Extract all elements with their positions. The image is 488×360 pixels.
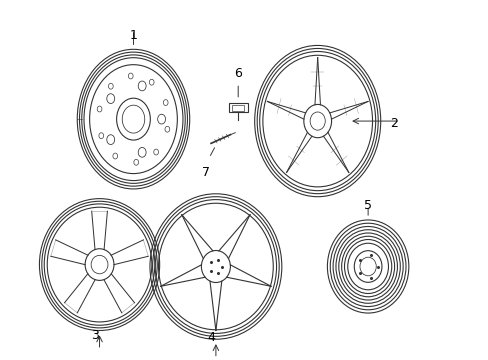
Text: 7: 7	[202, 166, 210, 179]
Text: 5: 5	[364, 199, 371, 212]
Text: 2: 2	[389, 117, 398, 130]
Bar	[232, 105, 244, 111]
Bar	[228, 103, 247, 112]
Text: 6: 6	[234, 67, 242, 80]
Text: 4: 4	[207, 331, 215, 344]
Text: 3: 3	[91, 329, 99, 342]
Text: 1: 1	[129, 28, 137, 41]
